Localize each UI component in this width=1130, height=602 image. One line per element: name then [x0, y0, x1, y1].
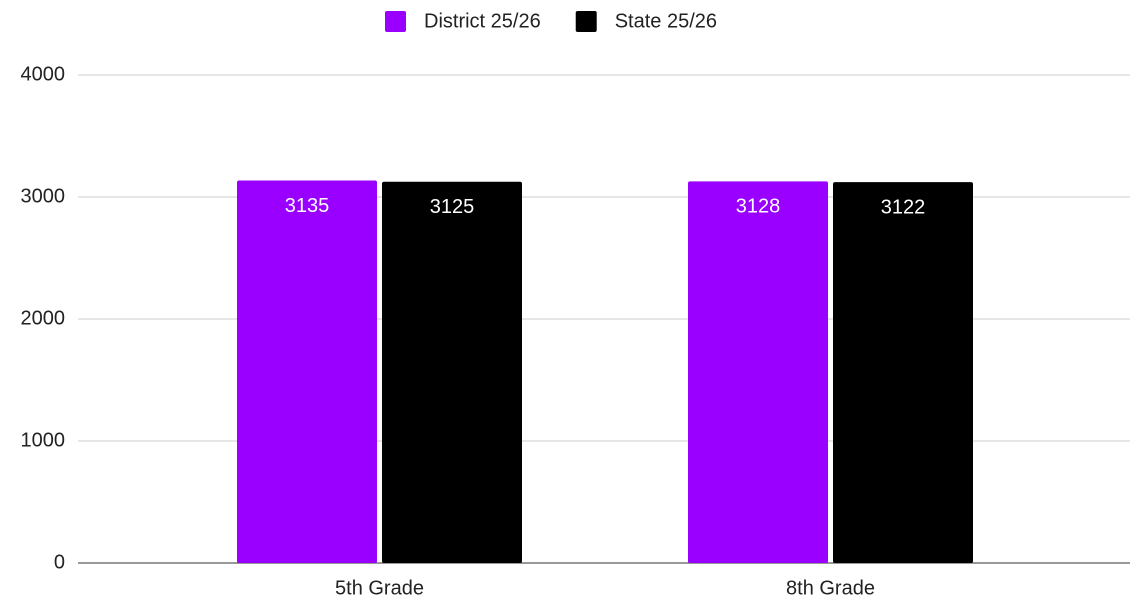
legend-label: District 25/26	[424, 10, 541, 32]
x-tick-label: 5th Grade	[335, 577, 424, 599]
x-tick-label: 8th Grade	[786, 577, 875, 599]
y-tick-label: 3000	[21, 185, 66, 207]
legend-swatch	[575, 11, 597, 32]
bar	[382, 181, 522, 563]
legend-swatch	[385, 11, 406, 32]
data-label: 3135	[285, 195, 330, 217]
y-tick-label: 0	[54, 551, 65, 573]
legend-label: State 25/26	[615, 10, 717, 32]
bar	[833, 182, 973, 563]
data-label: 3128	[736, 196, 781, 218]
bar	[237, 180, 377, 563]
data-label: 3122	[881, 196, 926, 218]
y-tick-label: 1000	[21, 429, 66, 451]
y-tick-label: 4000	[21, 63, 66, 85]
data-label: 3125	[430, 196, 475, 218]
y-tick-label: 2000	[21, 307, 66, 329]
bar	[688, 181, 828, 563]
